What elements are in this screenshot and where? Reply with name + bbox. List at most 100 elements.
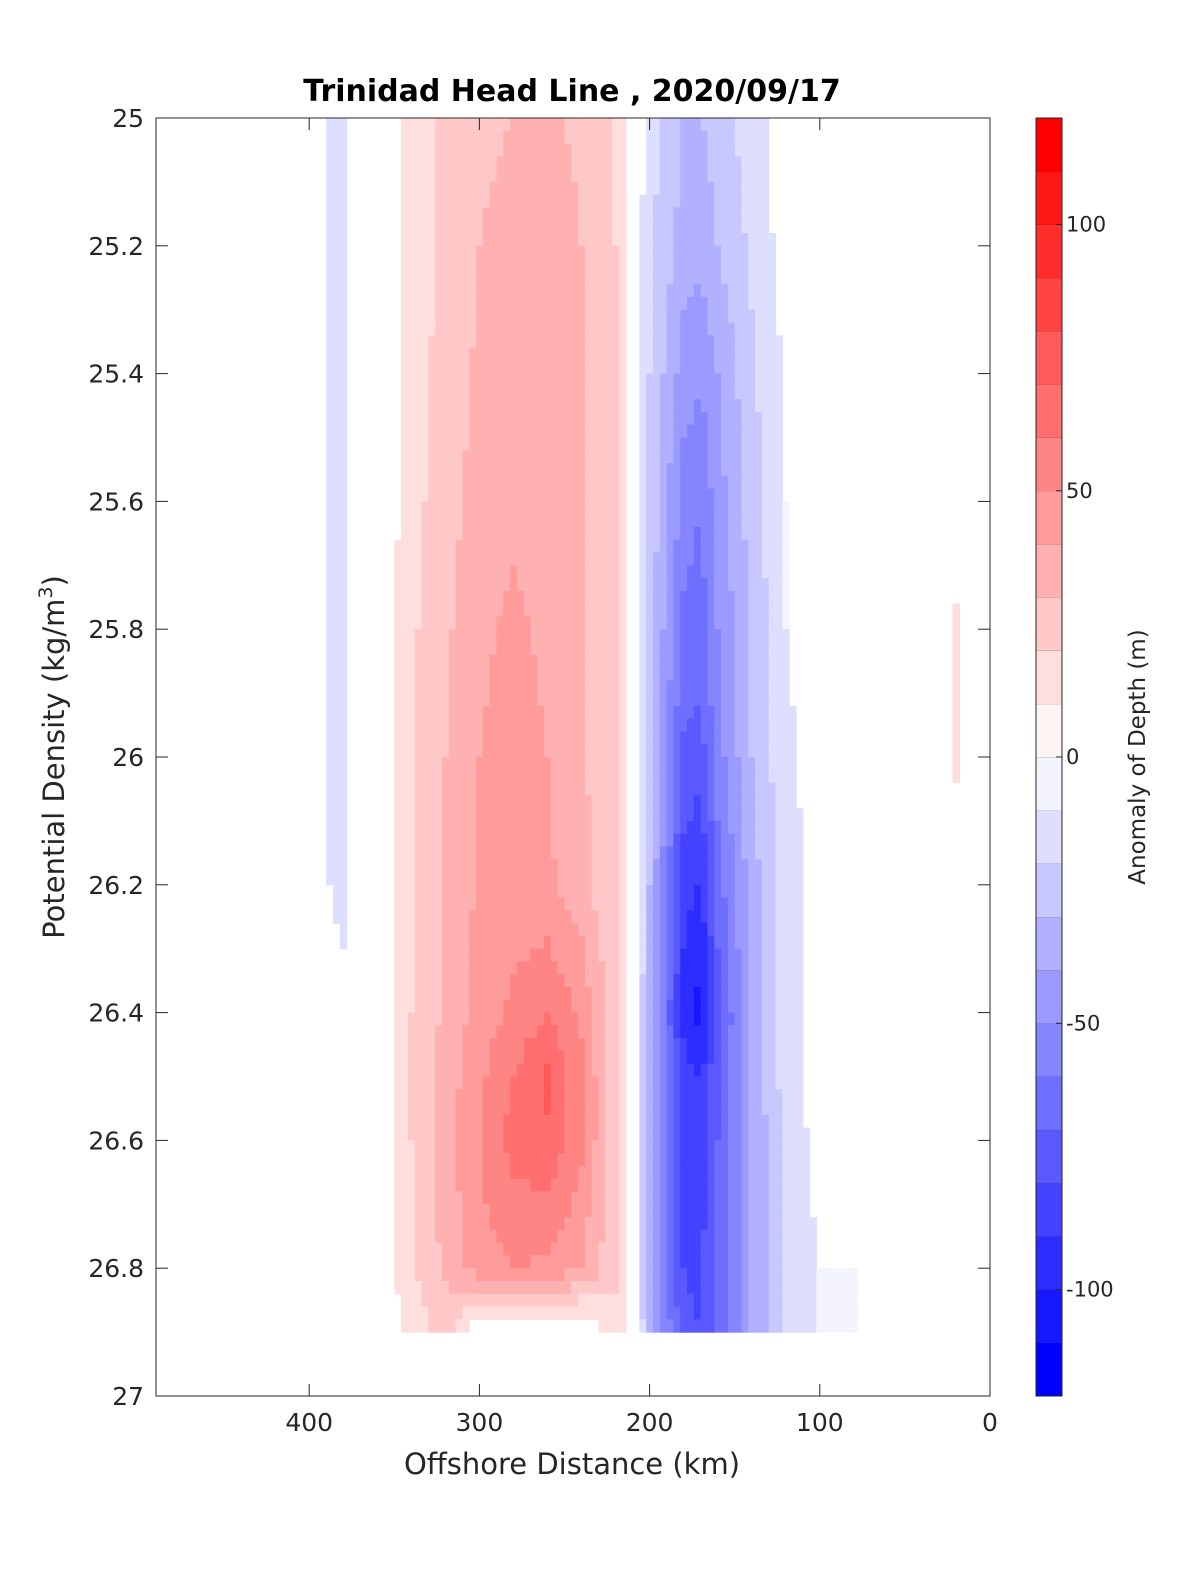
heatmap-cell	[646, 769, 654, 784]
heatmap-cell	[653, 386, 661, 400]
heatmap-cell	[489, 935, 498, 950]
heatmap-cell	[489, 987, 498, 1001]
heatmap-cell	[721, 488, 729, 502]
heatmap-cell	[761, 386, 770, 400]
heatmap-cell	[482, 169, 491, 183]
heatmap-cell	[646, 450, 654, 464]
heatmap-cell	[516, 1038, 525, 1052]
heatmap-cell	[680, 118, 688, 132]
heatmap-cell	[578, 744, 586, 758]
heatmap-cell	[550, 1127, 559, 1141]
heatmap-cell	[435, 897, 443, 911]
heatmap-cell	[591, 501, 600, 515]
heatmap-cell	[482, 322, 491, 336]
heatmap-cell	[591, 424, 600, 439]
heatmap-cell	[646, 629, 654, 643]
heatmap-cell	[503, 360, 511, 375]
heatmap-cell	[659, 194, 668, 209]
heatmap-cell	[707, 411, 715, 426]
heatmap-cell	[659, 654, 668, 669]
heatmap-cell	[605, 974, 613, 988]
heatmap-cell	[510, 373, 518, 387]
heatmap-cell	[734, 118, 743, 132]
heatmap-cell	[700, 999, 709, 1014]
heatmap-cell	[544, 948, 552, 963]
heatmap-cell	[789, 884, 797, 899]
heatmap-cell	[482, 1038, 491, 1052]
heatmap-cell	[469, 181, 477, 196]
heatmap-cell	[516, 437, 525, 451]
heatmap-cell	[714, 118, 722, 132]
heatmap-cell	[414, 194, 423, 209]
heatmap-cell	[673, 245, 681, 260]
heatmap-cell	[653, 1038, 661, 1052]
heatmap-cell	[578, 705, 586, 720]
heatmap-cell	[755, 539, 763, 554]
heatmap-cell	[530, 450, 538, 464]
heatmap-cell	[503, 744, 511, 758]
heatmap-cell	[339, 859, 348, 873]
heatmap-cell	[755, 1178, 763, 1193]
heatmap-cell	[489, 859, 498, 873]
heatmap-cell	[401, 539, 409, 554]
heatmap-cell	[727, 156, 736, 170]
heatmap-cell	[761, 999, 770, 1014]
heatmap-cell	[734, 1178, 743, 1193]
heatmap-cell	[462, 616, 470, 630]
heatmap-cell	[666, 233, 675, 247]
heatmap-cell	[734, 1102, 743, 1116]
heatmap-cell	[441, 1063, 450, 1078]
heatmap-cell	[714, 475, 722, 490]
heatmap-cell	[523, 782, 532, 796]
heatmap-cell	[687, 667, 695, 681]
heatmap-cell	[700, 169, 709, 183]
heatmap-cell	[653, 654, 661, 669]
heatmap-cell	[339, 181, 348, 196]
heatmap-cell	[584, 399, 593, 413]
heatmap-cell	[401, 820, 409, 835]
heatmap-cell	[598, 1165, 606, 1180]
heatmap-cell	[326, 757, 334, 771]
heatmap-cell	[414, 1050, 423, 1065]
heatmap-cell	[496, 769, 504, 784]
heatmap-cell	[598, 757, 606, 771]
heatmap-cell	[802, 1140, 811, 1154]
heatmap-cell	[462, 769, 470, 784]
heatmap-cell	[775, 897, 783, 911]
heatmap-cell	[516, 539, 525, 554]
heatmap-cell	[721, 744, 729, 758]
heatmap-cell	[489, 296, 498, 311]
heatmap-cell	[469, 1127, 477, 1141]
heatmap-cell	[687, 130, 695, 145]
heatmap-cell	[339, 731, 348, 745]
heatmap-cell	[734, 744, 743, 758]
heatmap-cell	[401, 667, 409, 681]
heatmap-cell	[333, 130, 341, 145]
heatmap-cell	[605, 143, 613, 157]
heatmap-cell	[401, 450, 409, 464]
heatmap-cell	[646, 1153, 654, 1167]
heatmap-cell	[469, 1025, 477, 1039]
heatmap-cell	[503, 641, 511, 656]
heatmap-cell	[564, 130, 572, 145]
heatmap-cell	[544, 424, 552, 439]
heatmap-cell	[421, 641, 429, 656]
heatmap-cell	[544, 1140, 552, 1154]
heatmap-cell	[721, 565, 729, 579]
heatmap-cell	[591, 578, 600, 592]
heatmap-cell	[326, 194, 334, 209]
heatmap-cell	[333, 463, 341, 477]
heatmap-cell	[741, 1204, 749, 1218]
heatmap-cell	[591, 820, 600, 835]
heatmap-cell	[544, 1089, 552, 1103]
heatmap-cell	[707, 680, 715, 694]
heatmap-cell	[339, 565, 348, 579]
heatmap-cell	[680, 526, 688, 541]
heatmap-cell	[795, 1038, 804, 1052]
heatmap-cell	[646, 437, 654, 451]
heatmap-cell	[489, 539, 498, 554]
heatmap-cell	[618, 194, 627, 209]
heatmap-cell	[448, 1012, 457, 1026]
heatmap-cell	[618, 859, 627, 873]
heatmap-cell	[659, 348, 668, 362]
